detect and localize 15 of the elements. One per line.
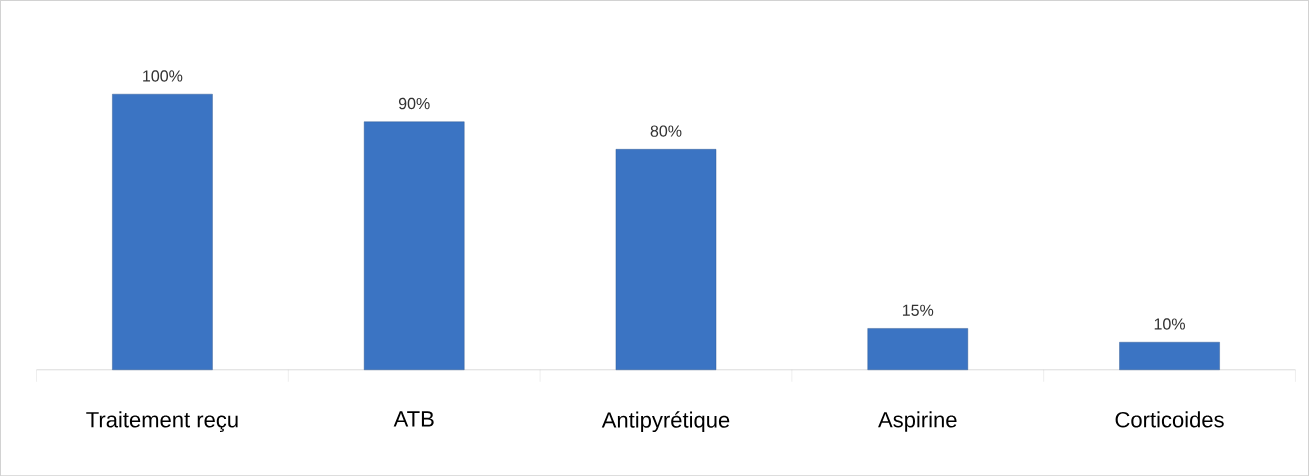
bar bbox=[867, 328, 969, 370]
data-label: 10% bbox=[1154, 318, 1185, 330]
x-tick-label: Corticoides bbox=[1115, 411, 1224, 428]
data-label: 15% bbox=[902, 304, 934, 316]
data-label: 100% bbox=[143, 70, 183, 82]
x-tick-label: Aspirine bbox=[878, 411, 957, 432]
bar bbox=[615, 148, 717, 370]
x-tick-label: Traitement reçu bbox=[86, 411, 238, 432]
bar bbox=[112, 93, 213, 370]
bar bbox=[363, 121, 465, 370]
data-label: 80% bbox=[650, 125, 682, 137]
data-label: 90% bbox=[398, 97, 430, 110]
x-tick-label: Antipyrétique bbox=[601, 411, 730, 432]
x-tick-label: ATB bbox=[393, 411, 434, 427]
bar bbox=[1119, 341, 1220, 370]
